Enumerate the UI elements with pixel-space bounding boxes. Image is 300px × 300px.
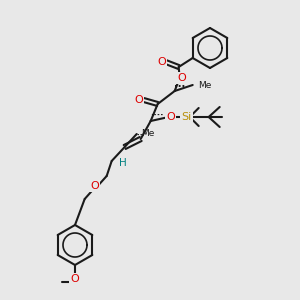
- Text: ···: ···: [174, 82, 185, 92]
- Text: O: O: [177, 73, 186, 83]
- Text: O: O: [90, 181, 99, 191]
- Text: O: O: [166, 112, 175, 122]
- Text: O: O: [157, 57, 166, 67]
- Text: O: O: [70, 274, 80, 284]
- Text: O: O: [134, 95, 143, 105]
- Text: ····: ····: [150, 112, 164, 121]
- Text: Me: Me: [141, 128, 154, 137]
- Text: Me: Me: [198, 80, 211, 89]
- Text: Si: Si: [182, 112, 192, 122]
- Text: ···: ···: [134, 131, 143, 140]
- Text: H: H: [119, 158, 127, 168]
